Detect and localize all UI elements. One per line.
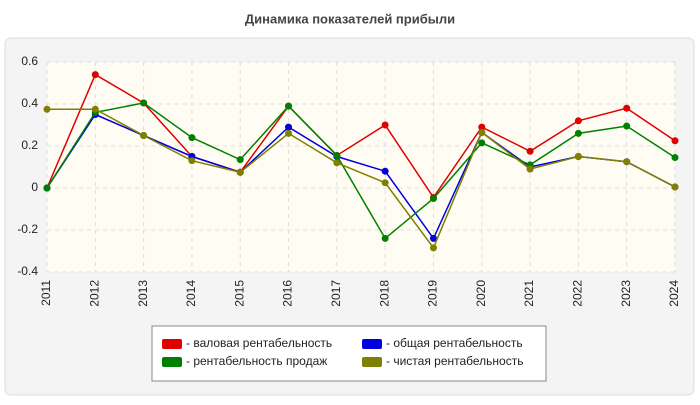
legend-label: - рентабельность продаж [186,354,327,368]
legend-swatch [162,339,182,349]
plot-area [47,62,675,272]
x-tick-label: 2018 [377,280,391,307]
point [381,234,389,242]
legend-label: - общая рентабельность [386,336,523,350]
point [623,122,631,130]
point [91,71,99,79]
point [285,129,293,137]
legend-swatch [362,357,382,367]
point [140,99,148,107]
y-tick-label: -0.2 [17,222,38,236]
point [623,104,631,112]
point [381,121,389,129]
y-tick-label: 0.4 [21,96,38,110]
point [381,167,389,175]
point [91,105,99,113]
point [478,139,486,147]
point [333,151,341,159]
point [671,183,679,191]
series-line [47,108,676,250]
point [574,117,582,125]
legend-swatch [162,357,182,367]
x-tick-label: 2019 [426,280,440,307]
y-tick-label: 0.6 [21,54,38,68]
point [188,157,196,165]
x-tick-label: 2021 [522,280,536,307]
point [526,165,534,173]
series-line [46,73,676,199]
y-tick-label: -0.4 [17,264,38,278]
legend-label: - чистая рентабельность [386,354,523,368]
point [429,244,437,252]
point [478,128,486,136]
point [236,168,244,176]
x-tick-label: 2022 [571,280,585,307]
point [671,154,679,162]
x-tick-label: 2017 [329,280,343,307]
point [429,195,437,202]
x-tick-label: 2024 [667,280,681,307]
point [623,158,631,166]
point [140,132,148,139]
x-tick-label: 2016 [281,280,295,307]
point [429,234,437,242]
point [285,123,293,131]
x-tick-label: 2015 [232,280,246,307]
x-tick-label: 2014 [184,280,198,307]
y-tick-label: 0.2 [21,138,38,152]
legend [151,325,547,382]
x-tick-label: 2012 [87,280,101,307]
point [526,147,534,155]
point [43,184,51,192]
y-tick-label: 0 [31,180,38,194]
point [236,156,244,164]
point [285,102,293,110]
x-tick-label: 2013 [136,280,150,307]
chart-title: Динамика показателей прибыли [245,11,455,26]
point [671,137,679,145]
legend-label: - валовая рентабельность [186,336,332,350]
point [574,129,582,137]
point [188,134,196,142]
legend-swatch [362,339,382,349]
x-tick-label: 2023 [619,280,633,307]
point [43,105,51,113]
point [333,159,341,167]
x-tick-label: 2011 [39,280,53,306]
point [478,123,486,131]
point [574,153,582,160]
x-tick-label: 2020 [474,280,488,307]
point [381,179,389,187]
series-line [46,102,676,240]
